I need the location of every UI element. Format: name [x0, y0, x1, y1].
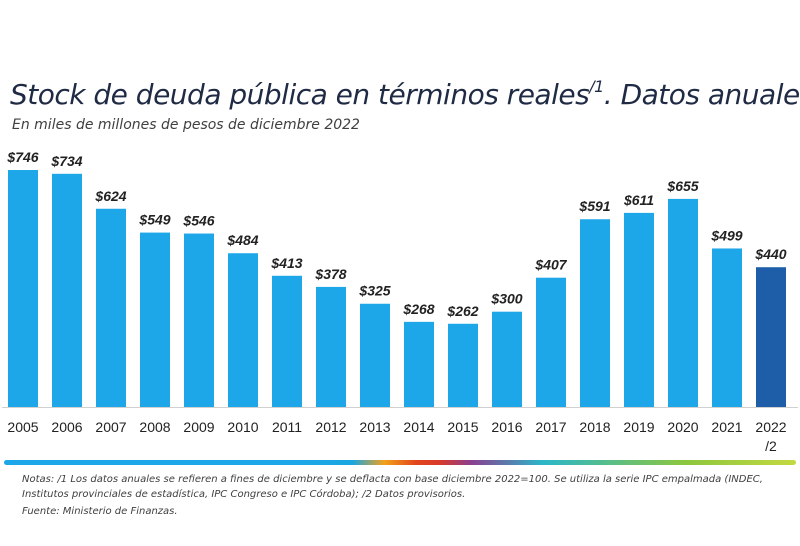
x-tick-2008: 2008	[139, 419, 170, 435]
bar-2014	[404, 321, 434, 407]
bar-2010	[228, 253, 258, 407]
bar-2005	[8, 170, 38, 407]
x-tick-2007: 2007	[95, 419, 126, 435]
data-label-2017: $407	[534, 257, 567, 273]
data-label-2005: $746	[6, 149, 38, 165]
data-label-2020: $655	[666, 178, 698, 194]
data-label-2018: $591	[578, 198, 610, 214]
color-band-divider	[4, 460, 796, 465]
chart-notes: Notas: /1 Los datos anuales se refieren …	[22, 474, 763, 500]
bar-2021	[712, 248, 742, 407]
x-tick-2018: 2018	[579, 419, 610, 435]
x-tick-2010: 2010	[227, 419, 258, 435]
chart-title-end: . Datos anuales.	[603, 78, 800, 111]
bar-2015	[448, 323, 478, 407]
x-tick-2017: 2017	[535, 419, 566, 435]
data-label-2012: $378	[314, 266, 346, 282]
bar-2016	[492, 311, 522, 407]
bar-2022	[756, 267, 786, 407]
x-tick-2011: 2011	[272, 419, 302, 435]
x-tick-2014: 2014	[403, 419, 434, 435]
data-label-2011: $413	[270, 255, 302, 271]
data-label-2009: $546	[182, 213, 214, 229]
x-tick-2012: 2012	[315, 419, 346, 435]
data-label-2016: $300	[490, 291, 522, 307]
data-label-2014: $268	[402, 301, 434, 317]
data-label-2008: $549	[138, 212, 170, 228]
x-tick-2022: 2022	[755, 419, 786, 435]
data-label-2021: $499	[710, 227, 742, 243]
x-tick-2016: 2016	[491, 419, 522, 435]
chart-source: Fuente: Ministerio de Finanzas.	[22, 506, 178, 517]
chart-title-footnote-mark: /1	[589, 76, 604, 96]
x-tick-2020: 2020	[667, 419, 698, 435]
chart-title-text: Stock de deuda pública en términos reale…	[10, 78, 590, 111]
data-label-2013: $325	[358, 283, 390, 299]
bar-2020	[668, 198, 698, 407]
data-label-2010: $484	[226, 232, 258, 248]
data-label-2015: $262	[446, 303, 478, 319]
x-tick-2021: 2021	[711, 419, 742, 435]
bar-2013	[360, 303, 390, 407]
data-label-2019: $611	[623, 192, 654, 208]
chart-title: Stock de deuda pública en términos reale…	[10, 76, 800, 111]
chart-subtitle: En miles de millones de pesos de diciemb…	[12, 117, 360, 133]
x-tick-2005: 2005	[7, 419, 38, 435]
bar-2011	[272, 275, 302, 407]
bar-2008	[140, 232, 170, 407]
x-tick-2015: 2015	[447, 419, 478, 435]
x-tick-2009: 2009	[183, 419, 214, 435]
bar-2019	[624, 212, 654, 407]
x-tick-note-2022: /2	[765, 438, 777, 454]
bar-2009	[184, 233, 214, 407]
data-label-2007: $624	[94, 188, 126, 204]
bar-2018	[580, 219, 610, 407]
data-label-2006: $734	[50, 153, 82, 169]
data-label-2022: $440	[754, 246, 786, 262]
x-tick-2013: 2013	[359, 419, 390, 435]
bar-2007	[96, 208, 126, 407]
bar-2012	[316, 286, 346, 407]
x-tick-2006: 2006	[51, 419, 82, 435]
bar-chart: $746 2005 $734 2006 $624 2007 $549 2008 $546 2009…	[2, 149, 798, 454]
bar-2006	[52, 173, 82, 407]
x-tick-2019: 2019	[623, 419, 654, 435]
bar-2017	[536, 277, 566, 407]
